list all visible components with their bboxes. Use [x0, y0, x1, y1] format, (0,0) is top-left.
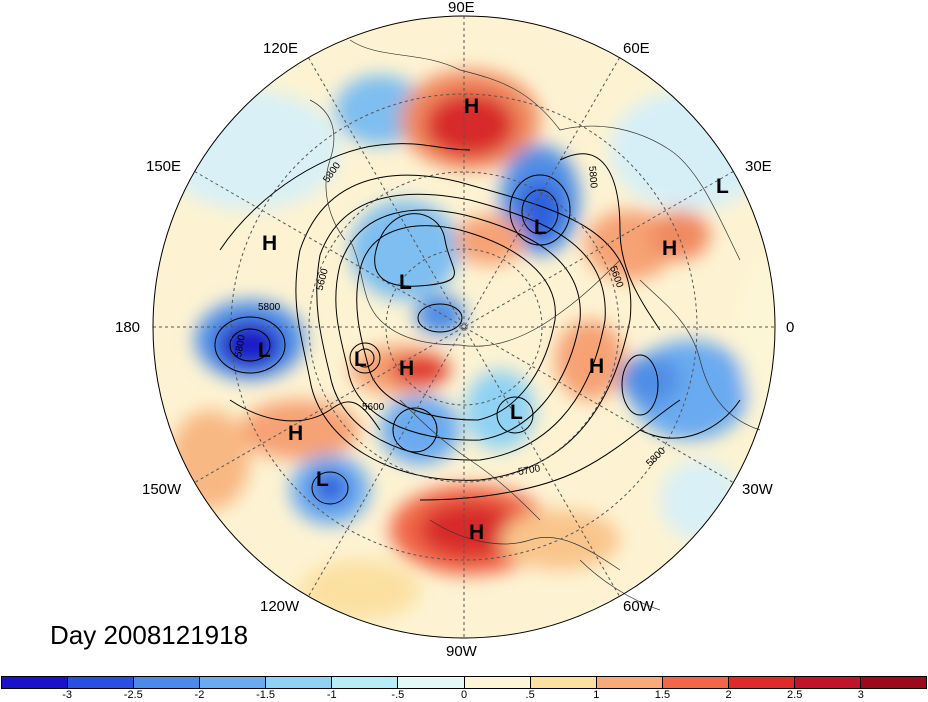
- pressure-high-marker: H: [262, 232, 277, 255]
- colorbar-tick-label: -3: [62, 689, 73, 701]
- pressure-low-marker: L: [399, 271, 412, 294]
- contour-label: 5700: [517, 463, 541, 478]
- colorbar-swatch: [794, 677, 862, 688]
- longitude-label-60w: 60W: [623, 598, 654, 615]
- colorbar-swatch: [662, 677, 729, 688]
- longitude-label-150e: 150E: [146, 158, 182, 175]
- contour-label: 5800: [258, 302, 281, 313]
- map-boundary: [152, 15, 776, 639]
- pressure-low-marker: L: [534, 216, 547, 239]
- graticule: [153, 16, 775, 638]
- colorbar-swatch: [2, 677, 69, 688]
- colorbar-swatch: [530, 677, 597, 688]
- pressure-system-markers: H L L H L H L L H H L H L H: [258, 95, 729, 544]
- colorbar-swatch: [134, 677, 201, 688]
- pressure-high-marker: H: [399, 357, 414, 380]
- colorbar-swatch: [728, 677, 795, 688]
- colorbar-tick-label: .5: [525, 689, 535, 701]
- colorbar-swatch: [464, 677, 531, 688]
- pressure-high-marker: H: [288, 422, 303, 445]
- longitude-label-90w: 90W: [446, 643, 477, 660]
- pressure-low-marker: L: [354, 348, 367, 371]
- pressure-low-marker: L: [258, 339, 271, 362]
- pressure-low-marker: L: [510, 401, 523, 424]
- longitude-label-30w: 30W: [742, 481, 773, 498]
- colorbar-swatch: [398, 677, 465, 688]
- colorbar-swatch: [332, 677, 399, 688]
- colorbar-tick-label: -1.5: [256, 689, 276, 701]
- longitude-label-180: 180: [115, 319, 141, 336]
- longitude-label-0: 0: [786, 319, 795, 336]
- contour-label: 5800: [233, 334, 248, 358]
- colorbar-tick-label: 2.5: [787, 689, 803, 701]
- colorbar-tick-label: -2: [194, 689, 205, 701]
- longitude-label-30e: 30E: [745, 158, 772, 175]
- pressure-high-marker: H: [662, 237, 677, 260]
- pressure-high-marker: H: [469, 521, 484, 544]
- colorbar-tick-label: -2.5: [123, 689, 143, 701]
- colorbar-tick-label: 0: [460, 689, 468, 701]
- colorbar: [1, 676, 927, 689]
- height-contours: [214, 143, 741, 505]
- pressure-low-marker: L: [316, 468, 329, 491]
- colorbar-tick-label: -.5: [391, 689, 405, 701]
- date-title: Day 2008121918: [50, 620, 249, 650]
- colorbar-tick-label: 1: [593, 689, 600, 701]
- colorbar-swatch: [861, 677, 927, 688]
- pressure-low-marker: L: [716, 175, 729, 198]
- colorbar-tick-label: -1: [326, 689, 337, 701]
- pressure-high-marker: H: [589, 355, 604, 378]
- longitude-label-90e: 90E: [448, 0, 475, 16]
- longitude-label-120w: 120W: [260, 598, 300, 615]
- longitude-label-60e: 60E: [623, 40, 650, 57]
- colorbar-tick-label: 3: [857, 689, 864, 701]
- contour-label: 5800: [586, 166, 599, 190]
- colorbar-swatch: [200, 677, 267, 688]
- colorbar-swatch: [266, 677, 333, 688]
- longitude-label-120e: 120E: [263, 40, 299, 57]
- coastlines: [309, 39, 761, 611]
- contour-label: 5600: [362, 402, 385, 413]
- longitude-label-150w: 150W: [142, 481, 182, 498]
- pressure-high-marker: H: [464, 95, 479, 118]
- colorbar-swatch: [68, 677, 135, 688]
- colorbar-swatch: [596, 677, 663, 688]
- colorbar-tick-label: 2: [725, 689, 732, 701]
- colorbar-tick-label: 1.5: [654, 689, 671, 701]
